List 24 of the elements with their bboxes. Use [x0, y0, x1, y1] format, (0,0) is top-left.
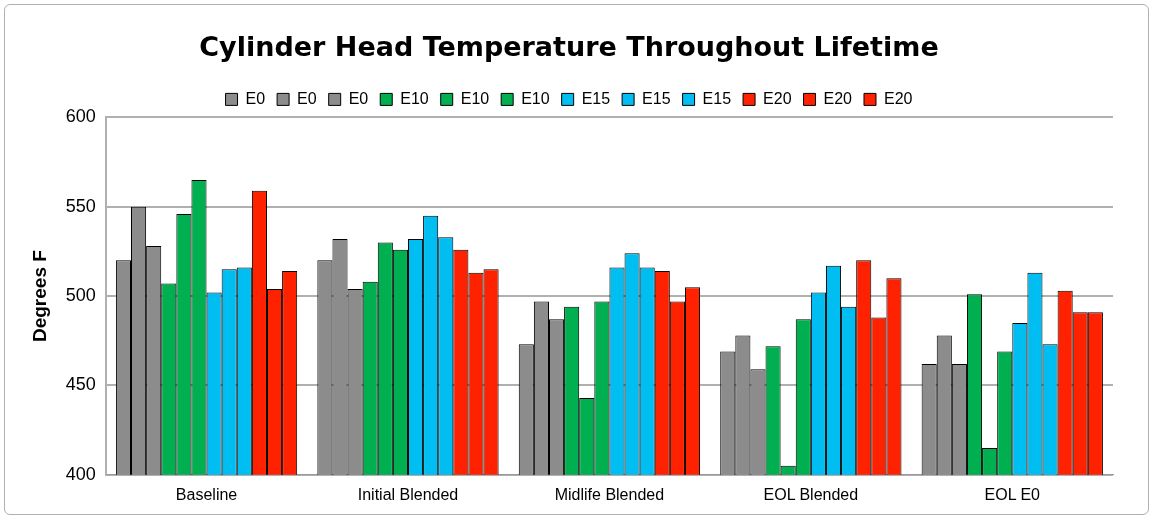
- y-tick-label: 450: [65, 374, 96, 395]
- x-tick-label: Initial Blended: [357, 485, 459, 503]
- legend-label: E15: [642, 89, 671, 107]
- y-tick-label: 550: [65, 195, 96, 216]
- y-tick-label: 500: [65, 285, 96, 306]
- x-tick-label: EOL E0: [984, 485, 1041, 503]
- x-tick-label: Midlife Blended: [554, 485, 665, 503]
- legend-label: E0: [245, 89, 266, 107]
- legend-label: E10: [521, 89, 550, 107]
- x-tick-label: Baseline: [175, 485, 238, 503]
- legend-label: E20: [763, 89, 792, 107]
- legend-label: E15: [702, 89, 732, 107]
- legend-label: E0: [297, 89, 317, 107]
- legend-label: E20: [823, 89, 853, 107]
- legend-label: E20: [884, 89, 913, 107]
- chart-title: Cylinder Head Temperature Throughout Lifetime: [199, 31, 939, 63]
- legend-label: E10: [400, 89, 429, 107]
- legend-label: E15: [581, 89, 611, 107]
- legend-label: E10: [460, 89, 490, 107]
- x-tick-label: EOL Blended: [763, 485, 859, 503]
- legend-label: E0: [348, 89, 369, 107]
- y-tick-label: 400: [65, 463, 96, 484]
- y-axis-title: Degrees F: [28, 250, 50, 343]
- y-tick-label: 600: [65, 106, 96, 127]
